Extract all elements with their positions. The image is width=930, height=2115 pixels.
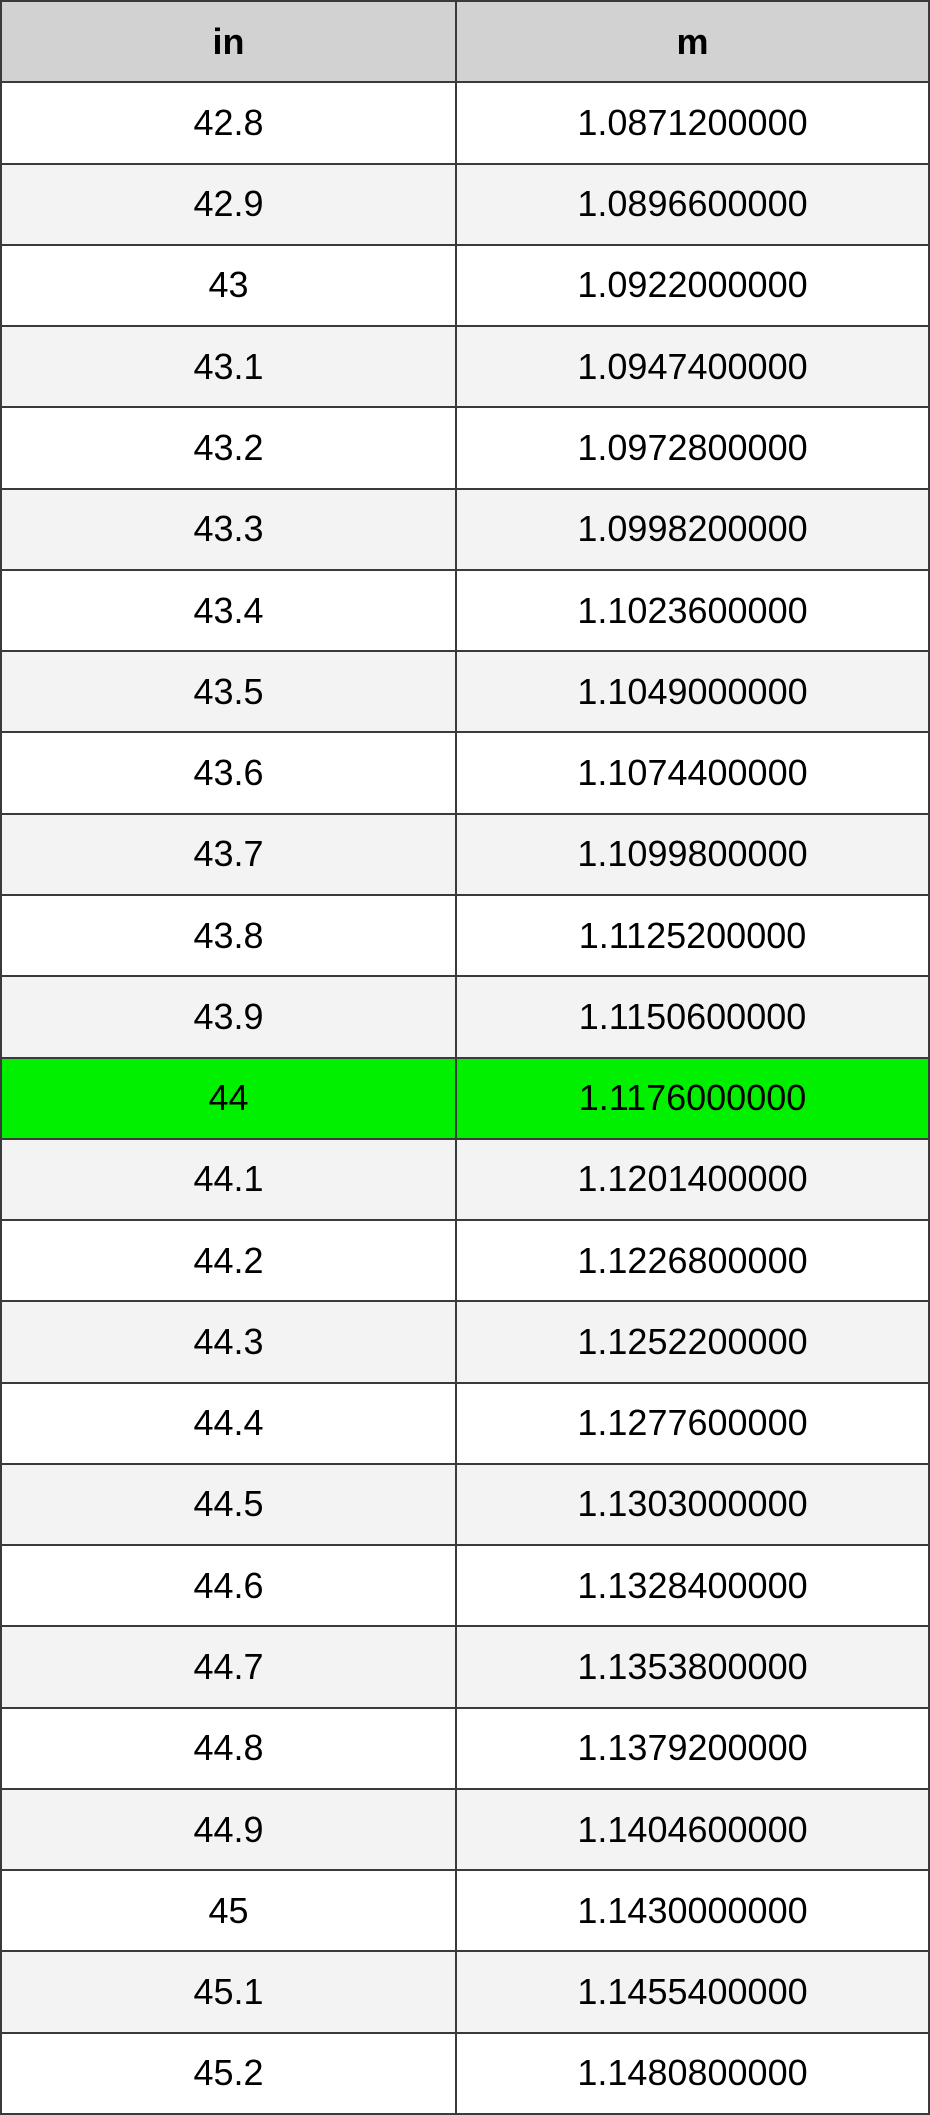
table-cell: 44.5 (2, 1464, 455, 1545)
table-cell: 1.1379200000 (457, 1708, 928, 1788)
table-cell: 1.1353800000 (457, 1627, 928, 1707)
table-cell: 1.1023600000 (457, 570, 928, 651)
table-cell: 44.9 (2, 1789, 455, 1870)
table-cell: 45.1 (2, 1952, 455, 2032)
table-cell: 44 (2, 1058, 455, 1138)
table-cell: 1.1455400000 (457, 1952, 928, 2032)
table-cell: 43.7 (2, 814, 455, 894)
table-cell: 43.9 (2, 977, 455, 1057)
table-cell: 43.6 (2, 733, 455, 813)
header-cell: in (2, 2, 455, 82)
table-cell: 1.1074400000 (457, 733, 928, 813)
table-cell: 1.0998200000 (457, 489, 928, 569)
table-cell: 44.3 (2, 1302, 455, 1382)
table-cell: 44.2 (2, 1221, 455, 1301)
table-cell: 1.1252200000 (457, 1302, 928, 1382)
table-cell: 1.1201400000 (457, 1139, 928, 1220)
table-cell: 1.0896600000 (457, 164, 928, 244)
table-cell: 1.1226800000 (457, 1221, 928, 1301)
table-cell: 1.1125200000 (457, 895, 928, 976)
table-cell: 42.9 (2, 164, 455, 244)
table-cell: 44.8 (2, 1708, 455, 1788)
table-cell: 1.0871200000 (457, 83, 928, 163)
table-cell: 43.5 (2, 652, 455, 732)
table-cell: 43.4 (2, 570, 455, 651)
table-cell: 42.8 (2, 83, 455, 163)
table-cell: 1.1150600000 (457, 977, 928, 1057)
table-cell: 43 (2, 245, 455, 326)
table-cell: 43.3 (2, 489, 455, 569)
table-cell: 1.1099800000 (457, 814, 928, 894)
table-cell: 45 (2, 1871, 455, 1951)
table-cell: 1.1176000000 (457, 1058, 928, 1138)
table-cell: 44.6 (2, 1546, 455, 1626)
table-cell: 1.1404600000 (457, 1789, 928, 1870)
table-cell: 44.7 (2, 1627, 455, 1707)
table-cell: 1.1480800000 (457, 2033, 928, 2113)
table-cell: 44.4 (2, 1383, 455, 1463)
table-cell: 1.1430000000 (457, 1871, 928, 1951)
table-cell: 1.1277600000 (457, 1383, 928, 1463)
table-cell: 1.0972800000 (457, 408, 928, 488)
table-cell: 1.0922000000 (457, 245, 928, 326)
table-cell: 43.1 (2, 327, 455, 407)
header-cell: m (457, 2, 928, 82)
table-cell: 1.0947400000 (457, 327, 928, 407)
table-cell: 44.1 (2, 1139, 455, 1220)
table-cell: 1.1049000000 (457, 652, 928, 732)
table-cell: 1.1303000000 (457, 1464, 928, 1545)
table-cell: 45.2 (2, 2033, 455, 2113)
table-cell: 1.1328400000 (457, 1546, 928, 1626)
table-cell: 43.8 (2, 895, 455, 976)
table-cell: 43.2 (2, 408, 455, 488)
